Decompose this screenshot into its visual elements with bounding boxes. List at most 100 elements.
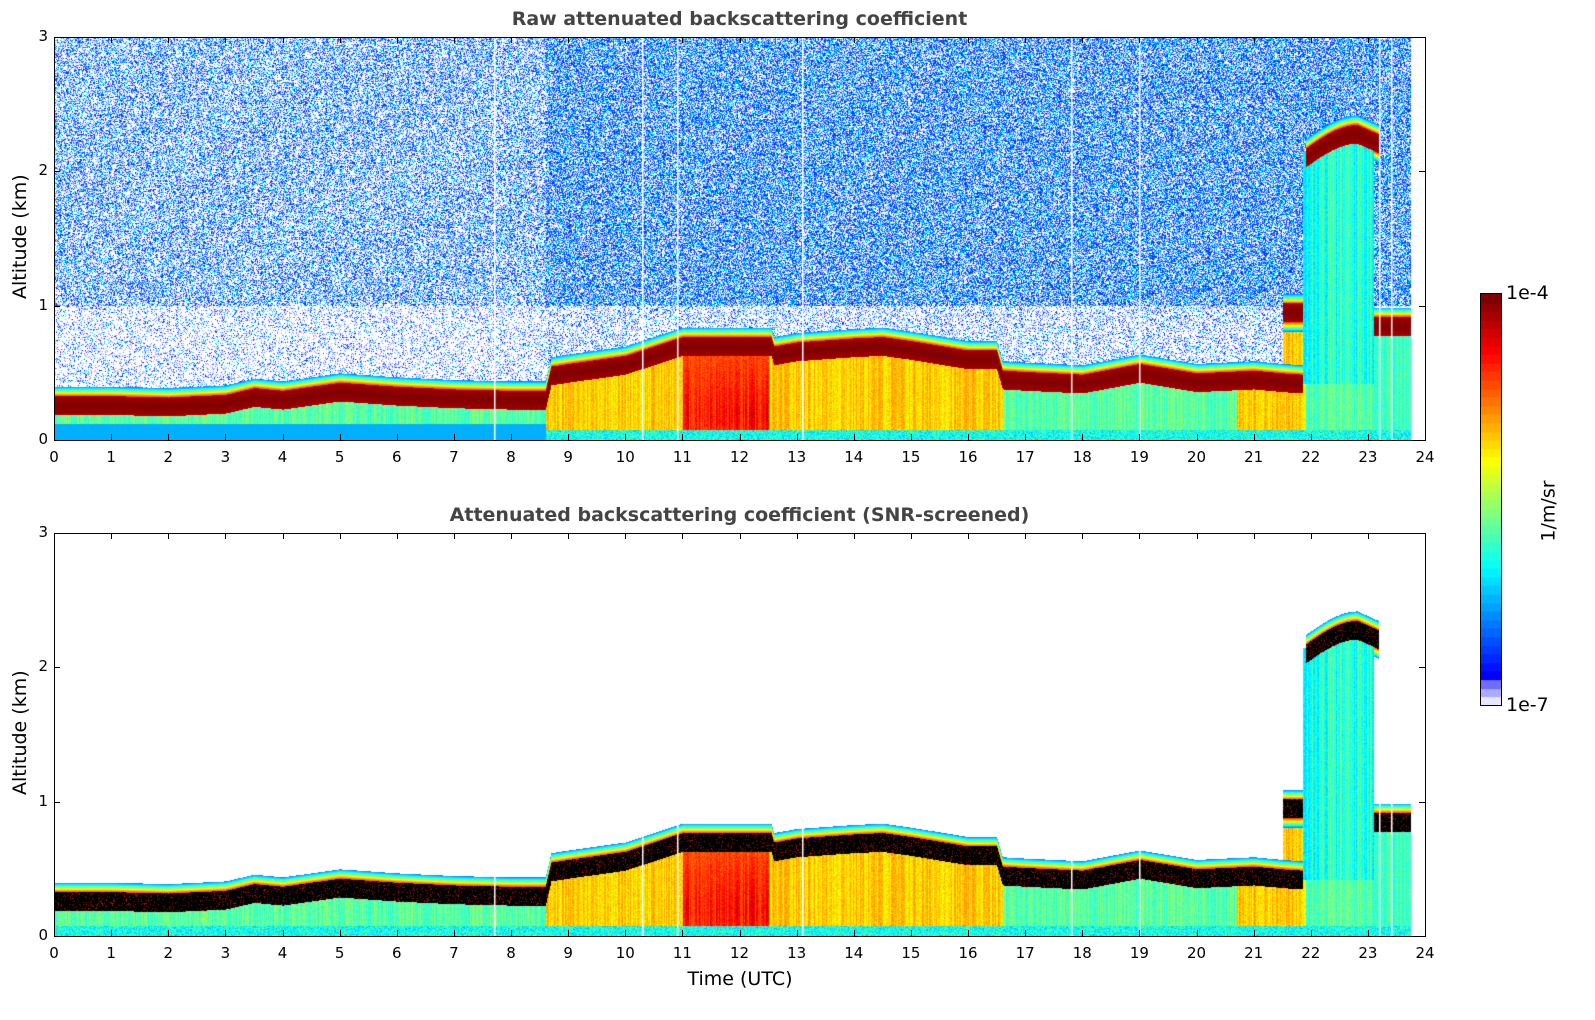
panel2-xtick (682, 930, 684, 936)
panel1-xtick-label: 2 (163, 448, 174, 466)
panel2-heatmap (54, 533, 1425, 936)
panel2-xtick-label: 14 (844, 944, 864, 962)
panel1-ytick (54, 305, 60, 307)
panel1-xtick-top (1196, 37, 1198, 43)
panel2-xtick-label: 6 (391, 944, 402, 962)
panel2-xtick-top (111, 533, 113, 539)
panel1-ytick (54, 171, 60, 173)
panel2-ytick-right (1419, 533, 1425, 534)
panel1-xtick-label: 13 (787, 448, 807, 466)
panel1-xtick-label: 7 (449, 448, 459, 466)
panel2-xtick-top (282, 533, 284, 539)
panel1-axes (54, 37, 1426, 441)
panel1-ytick (54, 440, 60, 441)
panel1-xtick-label: 9 (563, 448, 573, 466)
panel2-xtick (1025, 930, 1027, 936)
panel1-xtick-top (282, 37, 284, 43)
panel1-xtick-label: 10 (615, 448, 635, 466)
panel1-xtick-top (511, 37, 512, 43)
panel2-ytick-label: 2 (38, 657, 48, 676)
panel1-xtick-label: 5 (334, 448, 345, 466)
panel1-ytick-right (1419, 305, 1425, 307)
panel2-xtick-top (1253, 533, 1255, 539)
panel2-xtick-label: 20 (1186, 944, 1207, 962)
panel1-xtick-top (396, 37, 398, 43)
panel2-xtick-label: 19 (1129, 944, 1149, 962)
panel2-xtick (1310, 930, 1312, 936)
panel2-xtick (568, 930, 570, 936)
panel2-xtick-label: 7 (449, 944, 459, 962)
panel2-xtick-label: 4 (277, 944, 288, 962)
panel2-xtick (625, 930, 627, 936)
panel2-ytick-right (1419, 801, 1425, 803)
panel1-xtick-label: 6 (391, 448, 402, 466)
panel1-xtick-top (853, 37, 855, 43)
panel2-xtick-label: 16 (958, 944, 978, 962)
panel2-xtick-top (168, 533, 170, 539)
panel2-xtick-top (1139, 533, 1141, 539)
panel2-xtick-top (625, 533, 627, 539)
panel1-xtick (968, 434, 969, 440)
panel2-xtick-label: 1 (106, 944, 116, 962)
panel2-xtick-top (568, 533, 570, 539)
panel2-xtick-label: 22 (1301, 944, 1321, 962)
panel1-xtick-top (1253, 37, 1255, 43)
panel1-xtick-top (796, 37, 798, 43)
panel1-xtick-top (225, 37, 227, 43)
panel2-ytick-label: 0 (38, 926, 48, 944)
colorbar-unit-label: 1/m/sr (1537, 480, 1560, 542)
panel1-xtick-label: 14 (844, 448, 864, 466)
panel2-xtick-top (1425, 533, 1426, 539)
panel2-xtick-top (796, 533, 798, 539)
panel2-xtick-label: 23 (1358, 944, 1378, 962)
panel1-xtick-top (910, 37, 912, 43)
panel2-xtick-label: 3 (220, 944, 231, 962)
panel2-xtick-top (1310, 533, 1312, 539)
panel2-xtick-label: 17 (1015, 944, 1035, 962)
panel1-xtick (625, 434, 627, 440)
panel2-xtick-top (54, 533, 55, 539)
panel2-xtick-label: 0 (49, 944, 59, 962)
panel1-xtick-label: 19 (1129, 448, 1149, 466)
panel2-xtick-label: 24 (1415, 944, 1435, 962)
panel1-xtick (168, 434, 170, 440)
panel1-xtick-label: 16 (958, 448, 978, 466)
panel2-xtick (1196, 930, 1198, 936)
panel1-xtick-top (625, 37, 627, 43)
panel1-xtick-label: 1 (106, 448, 116, 466)
panel1-xtick-label: 17 (1015, 448, 1035, 466)
panel1-xtick-top (1367, 37, 1369, 43)
panel1-xtick-top (739, 37, 741, 43)
panel1-xtick (1082, 434, 1084, 440)
panel2-xtick-label: 2 (163, 944, 174, 962)
panel2-xtick (282, 930, 284, 936)
panel2-xtick-top (1082, 533, 1084, 539)
panel1-ylabel: Altitude (km) (9, 174, 31, 299)
panel2-xtick (1253, 930, 1255, 936)
colorbar-max-label: 1e-4 (1506, 282, 1549, 304)
panel1-xtick-label: 8 (506, 448, 516, 466)
panel2-xtick-top (511, 533, 512, 539)
panel1-ytick-label: 0 (38, 430, 48, 448)
panel2-ytick (54, 667, 60, 669)
panel1-xtick (739, 434, 741, 440)
panel1-xtick (1139, 434, 1141, 440)
panel2-xtick-top (968, 533, 969, 539)
panel2-xtick-top (739, 533, 741, 539)
panel1-title: Raw attenuated backscattering coefficien… (511, 8, 968, 30)
colorbar-min-label: 1e-7 (1506, 694, 1549, 716)
panel2-ytick-right (1419, 667, 1425, 669)
panel1-xtick-top (682, 37, 684, 43)
panel2-xtick-top (225, 533, 227, 539)
panel1-xtick-label: 20 (1186, 448, 1207, 466)
panel1-xtick (282, 434, 284, 440)
panel2-xtick-label: 12 (729, 944, 750, 962)
panel1-xtick (339, 434, 341, 440)
panel1-ytick (54, 37, 60, 38)
panel1-xtick-top (968, 37, 969, 43)
panel2-xtick (1367, 930, 1369, 936)
panel1-xtick (1425, 434, 1426, 440)
panel1-xtick (511, 434, 512, 440)
panel1-xtick-top (111, 37, 113, 43)
panel2-xtick-top (910, 533, 912, 539)
